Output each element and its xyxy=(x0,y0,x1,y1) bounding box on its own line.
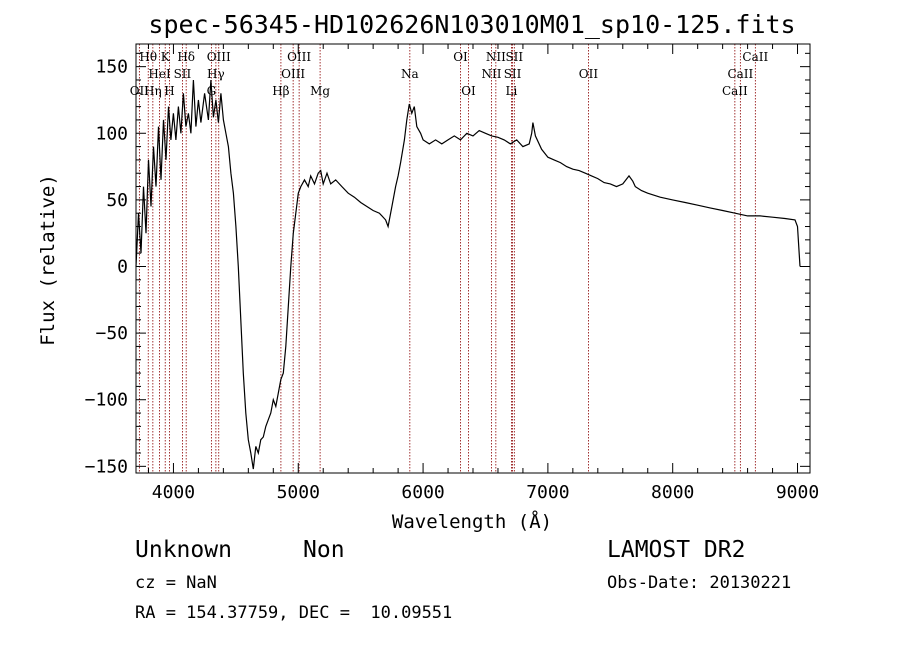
y-tick-label-2: −50 xyxy=(95,323,128,344)
marker-label-26: CaII xyxy=(742,50,768,64)
y-tick-label-1: −100 xyxy=(85,390,128,411)
marker-label-0: OII xyxy=(130,84,150,98)
survey-name: LAMOST DR2 xyxy=(607,537,746,563)
marker-label-20: Li xyxy=(506,84,518,98)
marker-label-23: OII xyxy=(579,67,599,81)
y-tick-label-0: −150 xyxy=(85,456,128,477)
marker-label-11: Hβ xyxy=(272,84,289,98)
obs-date: Obs-Date: 20130221 xyxy=(607,573,792,593)
marker-label-15: Na xyxy=(401,67,419,81)
marker-label-18: NII xyxy=(481,67,501,81)
marker-label-7: Hδ xyxy=(177,50,195,64)
redshift-value: cz = NaN xyxy=(135,573,217,593)
x-tick-label-1: 5000 xyxy=(277,482,320,503)
marker-label-24: CaII xyxy=(722,84,748,98)
object-subclass: Non xyxy=(303,537,345,563)
y-tick-label-6: 150 xyxy=(95,57,128,78)
marker-label-22: SII xyxy=(505,50,523,64)
x-tick-label-0: 4000 xyxy=(152,482,195,503)
marker-label-13: OIII xyxy=(287,50,311,64)
coordinates: RA = 154.37759, DEC = 10.09551 xyxy=(135,603,453,623)
marker-label-9: Hγ xyxy=(207,67,225,81)
spectral-line-labels: OIIHθHηHeIKHSIIHδGHγOIIIHβOIIIOIIIMgNaOI… xyxy=(130,50,769,98)
plot-frame xyxy=(135,43,811,474)
marker-label-6: SII xyxy=(174,67,192,81)
chart-title: spec-56345-HD102626N103010M01_sp10-125.f… xyxy=(148,10,795,39)
marker-label-3: HeI xyxy=(148,67,171,81)
marker-label-2: Hη xyxy=(144,84,162,98)
y-tick-label-5: 100 xyxy=(95,123,128,144)
y-axis-label: Flux (relative) xyxy=(37,174,59,346)
marker-label-25: CaII xyxy=(727,67,753,81)
marker-label-19: NII xyxy=(486,50,506,64)
object-class: Unknown xyxy=(135,537,232,563)
x-tick-label-2: 6000 xyxy=(401,482,444,503)
x-tick-label-5: 9000 xyxy=(776,482,819,503)
marker-label-14: Mg xyxy=(310,84,330,98)
y-tick-label-4: 50 xyxy=(106,190,128,211)
spectrum-line xyxy=(135,79,801,470)
y-axis: −150 −100 −50 0 50 100 150 xyxy=(85,52,810,477)
x-axis: 4000 5000 6000 7000 8000 9000 xyxy=(147,44,819,503)
marker-label-5: H xyxy=(164,84,174,98)
x-tick-label-4: 8000 xyxy=(651,482,694,503)
y-tick-label-3: 0 xyxy=(117,256,128,277)
marker-label-10: OIII xyxy=(207,50,231,64)
marker-label-1: Hθ xyxy=(139,50,157,64)
x-axis-label: Wavelength (Å) xyxy=(392,510,552,533)
marker-label-4: K xyxy=(161,50,171,64)
marker-label-17: OI xyxy=(461,84,476,98)
x-tick-label-3: 7000 xyxy=(526,482,569,503)
marker-label-16: OI xyxy=(453,50,468,64)
spectral-line-markers xyxy=(138,44,756,473)
marker-label-12: OIII xyxy=(281,67,305,81)
marker-label-21: SII xyxy=(504,67,522,81)
